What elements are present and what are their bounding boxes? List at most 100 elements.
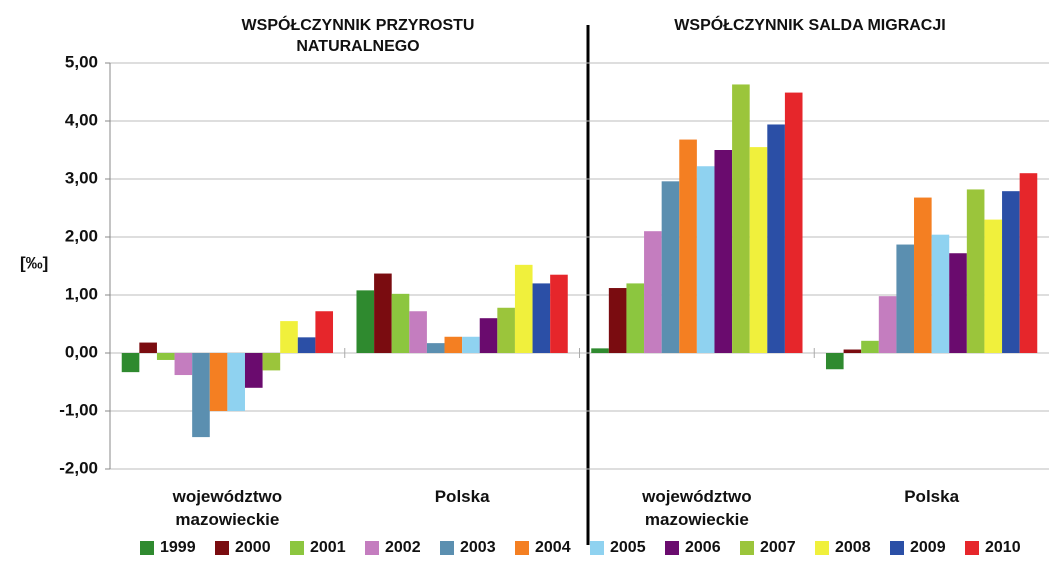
bar bbox=[297, 337, 316, 353]
legend-label: 2002 bbox=[385, 539, 421, 556]
legend-label: 2004 bbox=[535, 539, 571, 556]
legend-swatch bbox=[365, 541, 379, 555]
y-tick-label: 2,00 bbox=[65, 226, 98, 245]
legend-item: 2006 bbox=[665, 539, 740, 557]
bar bbox=[644, 231, 662, 353]
legend-item: 2007 bbox=[740, 539, 815, 557]
bar bbox=[192, 353, 210, 438]
bar bbox=[426, 343, 445, 353]
bar bbox=[550, 274, 568, 353]
legend-label: 2003 bbox=[460, 539, 496, 556]
bar bbox=[825, 353, 844, 370]
legend-swatch bbox=[290, 541, 304, 555]
bar bbox=[949, 253, 967, 353]
bar bbox=[156, 353, 175, 360]
bar bbox=[227, 353, 245, 411]
bar bbox=[878, 296, 897, 353]
legend-swatch bbox=[890, 541, 904, 555]
bar bbox=[767, 124, 785, 353]
legend-item: 2008 bbox=[815, 539, 890, 557]
y-tick-label: 5,00 bbox=[65, 52, 98, 71]
legend-item: 2009 bbox=[890, 539, 965, 557]
y-tick-label: -2,00 bbox=[59, 458, 98, 477]
legend-swatch bbox=[665, 541, 679, 555]
bar bbox=[966, 189, 985, 353]
bar bbox=[462, 336, 480, 353]
bar bbox=[608, 288, 627, 353]
bar bbox=[244, 353, 263, 388]
legend-label: 2010 bbox=[985, 539, 1021, 556]
bar bbox=[861, 340, 879, 353]
legend-item: 2005 bbox=[590, 539, 665, 557]
x-tick-label: Polska bbox=[434, 487, 490, 506]
legend-swatch bbox=[965, 541, 979, 555]
bar bbox=[374, 273, 392, 353]
bar bbox=[984, 219, 1003, 353]
bar bbox=[174, 353, 193, 376]
legend-swatch bbox=[440, 541, 454, 555]
legend-swatch bbox=[590, 541, 604, 555]
x-tick-label: województwo mazowieckie bbox=[172, 487, 283, 529]
bar bbox=[409, 311, 427, 353]
bar bbox=[749, 147, 768, 353]
bar bbox=[714, 150, 733, 353]
bar bbox=[626, 283, 645, 353]
legend-swatch bbox=[140, 541, 154, 555]
legend-swatch bbox=[740, 541, 754, 555]
bar bbox=[262, 353, 281, 371]
bar bbox=[696, 166, 715, 353]
x-tick-label: województwo mazowieckie bbox=[642, 487, 752, 529]
bar bbox=[1019, 173, 1038, 353]
bar bbox=[356, 290, 375, 353]
bar bbox=[497, 307, 515, 353]
legend-item: 2002 bbox=[365, 539, 440, 557]
legend-label: 2008 bbox=[835, 539, 871, 556]
legend-item: 2001 bbox=[290, 539, 365, 557]
legend-item: 2010 bbox=[965, 539, 1040, 557]
legend-swatch bbox=[215, 541, 229, 555]
legend-swatch bbox=[515, 541, 529, 555]
panel-title: WSPÓŁCZYNNIK SALDA MIGRACJI bbox=[674, 17, 946, 34]
legend-item: 2004 bbox=[515, 539, 590, 557]
legend-label: 2009 bbox=[910, 539, 946, 556]
bar bbox=[591, 348, 609, 353]
legend-item: 2003 bbox=[440, 539, 515, 557]
bar bbox=[896, 244, 915, 353]
legend-label: 1999 bbox=[160, 539, 196, 556]
bar bbox=[843, 349, 862, 353]
bar bbox=[1002, 191, 1020, 353]
y-tick-label: -1,00 bbox=[59, 400, 98, 419]
bar bbox=[444, 336, 463, 353]
legend-label: 2006 bbox=[685, 539, 721, 556]
bar bbox=[280, 321, 298, 353]
bar bbox=[121, 353, 140, 373]
legend-item: 2000 bbox=[215, 539, 290, 557]
y-axis-label: [‰] bbox=[20, 253, 48, 272]
y-tick-label: 0,00 bbox=[65, 342, 98, 361]
bar bbox=[661, 181, 680, 353]
bar bbox=[514, 264, 533, 353]
legend: 1999 2000 2001 2002 2003 2004 2005 2006 2007 2008… bbox=[140, 539, 1040, 557]
bar bbox=[931, 234, 950, 353]
y-tick-label: 1,00 bbox=[65, 284, 98, 303]
bar bbox=[679, 139, 697, 353]
bar bbox=[479, 318, 498, 353]
legend-label: 2001 bbox=[310, 539, 346, 556]
bar bbox=[139, 342, 157, 353]
bar bbox=[209, 353, 228, 411]
legend-item: 1999 bbox=[140, 539, 215, 557]
legend-swatch bbox=[815, 541, 829, 555]
legend-label: 2007 bbox=[760, 539, 796, 556]
y-tick-label: 3,00 bbox=[65, 168, 98, 187]
y-tick-label: 4,00 bbox=[65, 110, 98, 129]
bar bbox=[532, 283, 551, 353]
x-tick-label: Polska bbox=[904, 487, 960, 506]
bar bbox=[914, 197, 932, 353]
panel-title: WSPÓŁCZYNNIK PRZYROSTU NATURALNEGO bbox=[241, 17, 475, 55]
bar bbox=[732, 84, 750, 354]
bar bbox=[315, 311, 334, 353]
legend-label: 2000 bbox=[235, 539, 271, 556]
bar bbox=[391, 293, 410, 353]
